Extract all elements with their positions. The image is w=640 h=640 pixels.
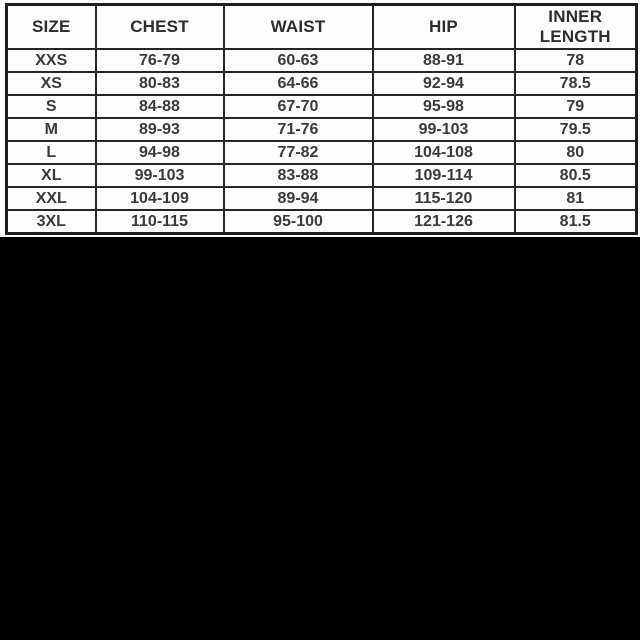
cell-inner-length: 78 <box>513 48 638 73</box>
cell-chest: 89-93 <box>94 117 225 142</box>
cell-waist: 77-82 <box>222 140 374 165</box>
table-row: M 89-93 71-76 99-103 79.5 <box>5 117 638 142</box>
cell-waist: 60-63 <box>222 48 374 73</box>
cell-inner-length: 78.5 <box>513 71 638 96</box>
cell-hip: 104-108 <box>371 140 516 165</box>
table-row: XS 80-83 64-66 92-94 78.5 <box>5 71 638 96</box>
cell-size: L <box>5 140 97 165</box>
column-header-inner-length: INNER LENGTH <box>513 3 638 50</box>
cell-waist: 83-88 <box>222 163 374 188</box>
cell-size: XS <box>5 71 97 96</box>
cell-inner-length: 80.5 <box>513 163 638 188</box>
cell-hip: 109-114 <box>371 163 516 188</box>
cell-inner-length: 81 <box>513 186 638 211</box>
table-row: XL 99-103 83-88 109-114 80.5 <box>5 163 638 188</box>
cell-chest: 110-115 <box>94 209 225 235</box>
table-row: 3XL 110-115 95-100 121-126 81.5 <box>5 209 638 235</box>
cell-hip: 121-126 <box>371 209 516 235</box>
size-chart-table: SIZE CHEST WAIST HIP INNER LENGTH XXS 76… <box>5 3 638 235</box>
cell-chest: 94-98 <box>94 140 225 165</box>
cell-chest: 76-79 <box>94 48 225 73</box>
cell-hip: 115-120 <box>371 186 516 211</box>
cell-chest: 104-109 <box>94 186 225 211</box>
cell-inner-length: 79 <box>513 94 638 119</box>
cell-inner-length: 80 <box>513 140 638 165</box>
cell-chest: 99-103 <box>94 163 225 188</box>
table-row: L 94-98 77-82 104-108 80 <box>5 140 638 165</box>
column-header-hip: HIP <box>371 3 516 50</box>
cell-size: 3XL <box>5 209 97 235</box>
column-header-size: SIZE <box>5 3 97 50</box>
cell-size: M <box>5 117 97 142</box>
cell-size: XXS <box>5 48 97 73</box>
cell-waist: 71-76 <box>222 117 374 142</box>
table-row: XXL 104-109 89-94 115-120 81 <box>5 186 638 211</box>
column-header-chest: CHEST <box>94 3 225 50</box>
black-background-area <box>0 237 640 640</box>
cell-size: XL <box>5 163 97 188</box>
cell-waist: 64-66 <box>222 71 374 96</box>
cell-hip: 92-94 <box>371 71 516 96</box>
cell-hip: 95-98 <box>371 94 516 119</box>
size-chart-section: SIZE CHEST WAIST HIP INNER LENGTH XXS 76… <box>0 0 640 237</box>
cell-waist: 67-70 <box>222 94 374 119</box>
cell-size: S <box>5 94 97 119</box>
cell-chest: 80-83 <box>94 71 225 96</box>
column-header-waist: WAIST <box>222 3 374 50</box>
cell-size: XXL <box>5 186 97 211</box>
cell-inner-length: 79.5 <box>513 117 638 142</box>
cell-hip: 99-103 <box>371 117 516 142</box>
cell-chest: 84-88 <box>94 94 225 119</box>
cell-hip: 88-91 <box>371 48 516 73</box>
cell-waist: 89-94 <box>222 186 374 211</box>
table-row: XXS 76-79 60-63 88-91 78 <box>5 48 638 73</box>
cell-inner-length: 81.5 <box>513 209 638 235</box>
table-row: S 84-88 67-70 95-98 79 <box>5 94 638 119</box>
cell-waist: 95-100 <box>222 209 374 235</box>
header-row: SIZE CHEST WAIST HIP INNER LENGTH <box>5 3 638 50</box>
